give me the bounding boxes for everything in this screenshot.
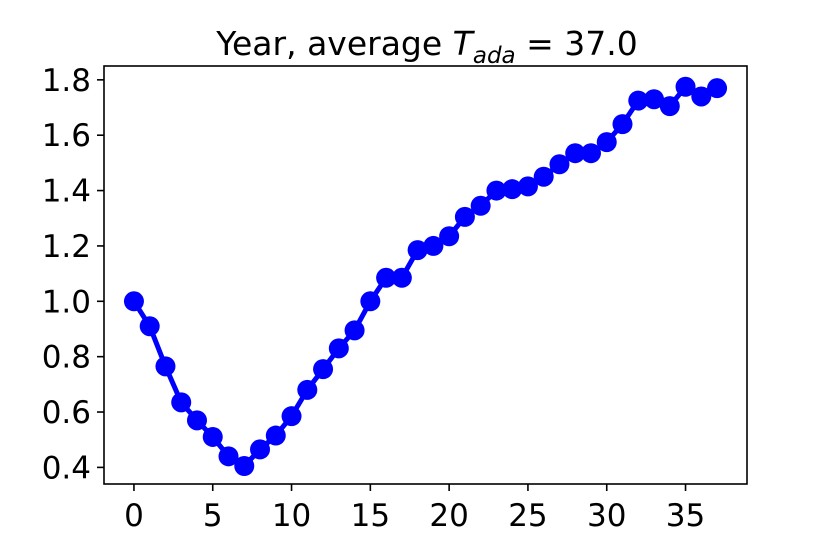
data-point [344, 320, 365, 341]
data-point [612, 114, 633, 135]
data-point [502, 179, 523, 200]
x-tick-label: 0 [124, 498, 144, 534]
x-tick-label: 35 [666, 498, 705, 534]
data-point [533, 166, 554, 187]
data-point [328, 338, 349, 359]
y-tick-label: 1.6 [42, 118, 91, 154]
x-tick-label: 10 [272, 498, 311, 534]
y-tick-label: 1.0 [42, 284, 91, 320]
data-point [202, 426, 223, 447]
data-point [297, 379, 318, 400]
data-point [186, 410, 207, 431]
x-tick-label: 15 [351, 498, 390, 534]
x-tick-label: 20 [429, 498, 468, 534]
data-point [549, 154, 570, 175]
data-point [565, 143, 586, 164]
data-point [423, 235, 444, 256]
data-point [234, 456, 255, 477]
x-tick-label: 30 [587, 498, 626, 534]
data-point [596, 132, 617, 153]
data-point [391, 267, 412, 288]
plot-frame [103, 65, 748, 485]
data-point [517, 176, 538, 197]
chart-title: Year, average Tada = 37.0 [215, 24, 638, 69]
chart-title-subscript: ada [473, 43, 516, 69]
data-point [470, 195, 491, 216]
data-point [139, 316, 160, 337]
y-tick-label: 0.8 [42, 340, 91, 376]
data-point [691, 86, 712, 107]
data-point [644, 89, 665, 110]
data-point [265, 425, 286, 446]
data-point [155, 356, 176, 377]
y-tick-label: 0.4 [42, 450, 91, 486]
data-point [218, 446, 239, 467]
y-tick-label: 1.4 [42, 174, 91, 210]
data-point [628, 90, 649, 111]
data-point [376, 267, 397, 288]
data-point [250, 439, 271, 460]
data-point [675, 76, 696, 97]
data-point [659, 96, 680, 117]
y-tick-label: 1.2 [42, 229, 91, 265]
y-tick-label: 1.8 [42, 63, 91, 99]
data-point [407, 240, 428, 261]
data-point [123, 291, 144, 312]
chart-title-suffix: = 37.0 [516, 24, 638, 63]
plot-area: 0.4 0.6 0.8 1.0 1.2 1.4 1.6 1.8 0 5 10 15 20 25 30 35 [42, 63, 748, 534]
data-point [707, 78, 728, 99]
data-point [454, 206, 475, 227]
x-tick-label: 5 [203, 498, 223, 534]
data-point [281, 406, 302, 427]
chart-title-variable: T [453, 24, 476, 63]
data-point [439, 226, 460, 247]
data-point [486, 180, 507, 201]
data-point [360, 291, 381, 312]
x-tick-label: 25 [508, 498, 547, 534]
data-point [313, 359, 334, 380]
data-point [580, 143, 601, 164]
y-tick-label: 0.6 [42, 395, 91, 431]
series-line [131, 84, 719, 469]
data-point [171, 392, 192, 413]
chart-title-prefix: Year, average [215, 24, 452, 63]
